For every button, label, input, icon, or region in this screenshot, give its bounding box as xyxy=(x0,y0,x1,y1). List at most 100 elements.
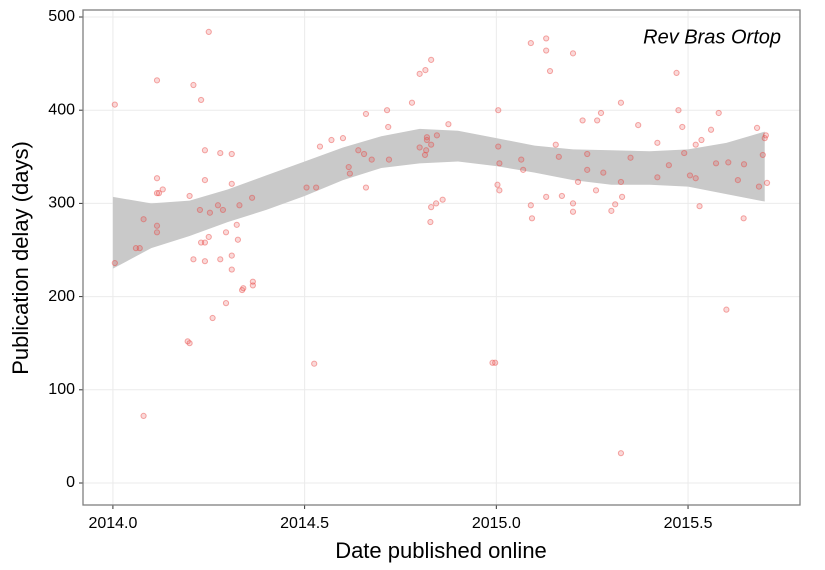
point xyxy=(692,175,699,182)
point xyxy=(496,187,503,194)
point xyxy=(197,96,205,104)
point xyxy=(617,99,625,106)
point xyxy=(445,121,452,128)
point xyxy=(228,180,235,187)
point xyxy=(153,190,161,197)
point xyxy=(346,170,353,177)
point xyxy=(368,156,375,163)
point xyxy=(723,306,730,313)
point xyxy=(439,196,446,203)
point xyxy=(228,150,235,158)
point xyxy=(527,39,534,47)
point xyxy=(316,143,324,150)
point xyxy=(140,216,147,223)
point xyxy=(249,282,256,289)
point xyxy=(423,134,431,141)
point xyxy=(248,194,256,201)
point xyxy=(617,178,625,186)
point xyxy=(763,179,771,186)
point xyxy=(428,56,435,63)
point xyxy=(408,99,416,106)
point xyxy=(385,123,392,131)
confidence-band xyxy=(112,128,765,269)
y-axis-title: Publication delay (days) xyxy=(8,141,33,375)
point xyxy=(205,28,212,36)
y-tick-label: 100 xyxy=(48,381,75,398)
point xyxy=(527,202,534,209)
y-tick-label: 200 xyxy=(48,288,75,305)
point xyxy=(654,174,661,181)
point xyxy=(236,202,243,209)
point xyxy=(552,141,559,148)
point xyxy=(219,206,227,214)
point xyxy=(201,258,209,265)
point xyxy=(569,50,577,57)
point xyxy=(679,123,686,131)
point xyxy=(740,215,747,222)
point xyxy=(416,144,423,151)
point xyxy=(197,239,205,246)
point xyxy=(140,412,147,419)
point xyxy=(234,236,242,243)
annotation: Rev Bras Ortop xyxy=(643,26,781,48)
point xyxy=(696,203,703,210)
point xyxy=(707,126,715,133)
point xyxy=(201,239,209,246)
point xyxy=(423,136,431,144)
point xyxy=(734,176,741,184)
y-tick-label: 400 xyxy=(48,101,75,118)
point xyxy=(222,229,230,236)
point xyxy=(518,156,525,163)
point xyxy=(190,256,197,263)
point xyxy=(428,141,435,148)
point xyxy=(303,184,310,191)
point xyxy=(494,181,501,188)
point xyxy=(755,183,763,190)
point xyxy=(240,285,247,292)
point xyxy=(416,70,423,77)
point xyxy=(196,206,204,214)
y-tick-label: 500 xyxy=(48,8,75,25)
point xyxy=(355,147,362,154)
point xyxy=(385,156,393,163)
y-tick-label: 300 xyxy=(48,195,75,212)
point xyxy=(495,107,502,114)
point xyxy=(383,107,391,114)
point xyxy=(422,67,429,74)
point xyxy=(339,135,347,142)
point xyxy=(579,117,586,124)
point xyxy=(249,278,256,285)
point xyxy=(201,147,209,154)
point xyxy=(740,161,748,168)
point xyxy=(345,163,352,171)
point xyxy=(159,186,166,193)
point xyxy=(558,192,565,200)
point xyxy=(228,266,235,273)
point xyxy=(546,67,554,75)
point xyxy=(762,132,769,139)
point xyxy=(111,101,118,108)
x-tick-label: 2015.0 xyxy=(472,515,521,532)
point xyxy=(618,193,626,200)
point xyxy=(692,141,699,148)
point xyxy=(759,151,766,159)
point xyxy=(362,110,370,118)
point xyxy=(433,132,440,139)
point xyxy=(665,162,672,169)
point xyxy=(543,35,550,42)
point xyxy=(153,175,161,182)
point xyxy=(155,190,163,197)
plot-border xyxy=(82,9,801,506)
point xyxy=(205,233,212,241)
point xyxy=(496,160,503,167)
point xyxy=(681,149,688,157)
point xyxy=(362,184,370,191)
point xyxy=(584,150,591,158)
point xyxy=(428,204,435,211)
point xyxy=(673,69,680,77)
plot-background xyxy=(83,10,800,505)
point xyxy=(360,150,368,158)
point xyxy=(597,109,605,117)
point xyxy=(228,252,235,259)
